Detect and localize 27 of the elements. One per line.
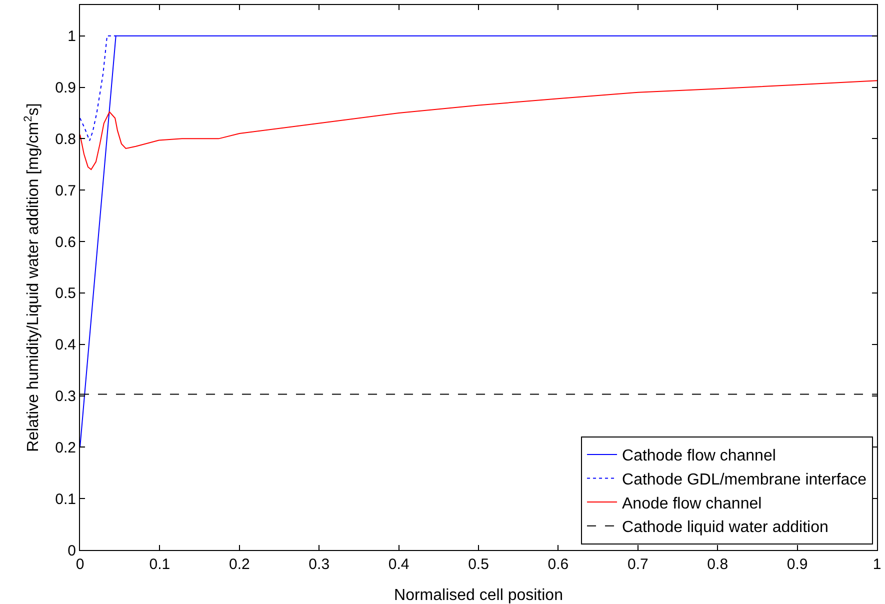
- line-series: [80, 80, 877, 170]
- legend-label: Cathode flow channel: [622, 448, 776, 465]
- y-tick-label: 0.1: [55, 490, 76, 508]
- x-tick-label: 0.7: [627, 556, 648, 573]
- y-tick-label: 0.2: [55, 439, 76, 456]
- x-tick-label: 0.9: [786, 556, 808, 573]
- y-tick-label: 0.4: [55, 336, 76, 354]
- y-tick-label: 1: [68, 28, 76, 46]
- y-tick-label: 0.5: [55, 285, 76, 302]
- y-tick-label: 0: [68, 542, 76, 560]
- x-tick-label: 0.6: [548, 556, 569, 573]
- y-tick-label: 0.3: [55, 388, 76, 405]
- x-tick-label: 0.1: [149, 556, 170, 573]
- x-tick-label: 0.2: [228, 556, 250, 573]
- y-tick-label: 0.8: [55, 130, 76, 148]
- legend-label: Cathode liquid water addition: [622, 519, 828, 536]
- legend-label: Anode flow channel: [622, 495, 762, 512]
- x-axis-title: Normalised cell position: [394, 587, 563, 604]
- x-tick-label: 0.3: [308, 556, 330, 573]
- y-tick-label: 0.9: [55, 80, 76, 97]
- y-tick-label: 0.7: [55, 182, 76, 200]
- y-tick-label: 0.6: [55, 234, 76, 251]
- x-tick-label: 0.4: [388, 556, 410, 573]
- legend-label: Cathode GDL/membrane interface: [622, 471, 867, 488]
- x-tick-label: 0.5: [468, 556, 489, 573]
- x-tick-label: 0.8: [707, 556, 728, 573]
- x-tick-label: 1: [872, 556, 882, 573]
